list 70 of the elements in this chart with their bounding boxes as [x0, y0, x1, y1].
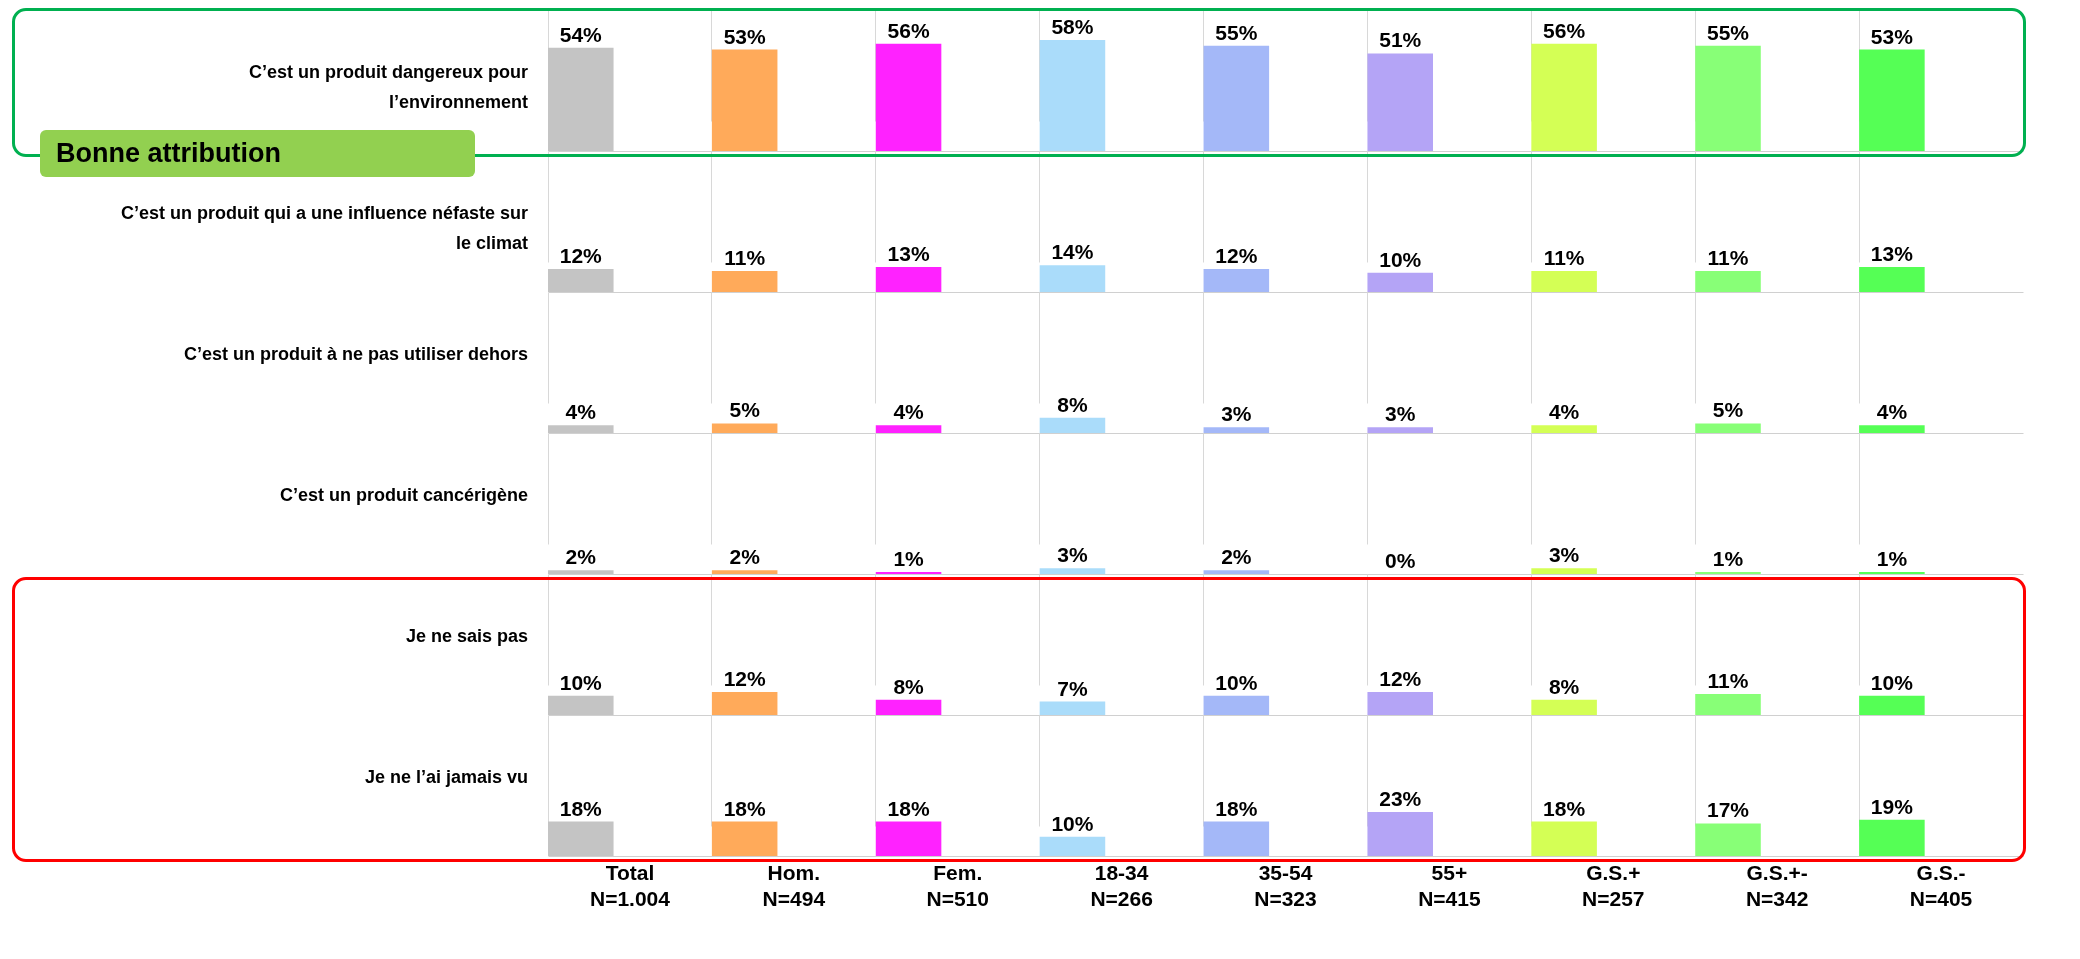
data-label: 23%	[1379, 786, 1422, 810]
data-label: 55%	[1215, 20, 1258, 44]
data-label: 12%	[723, 667, 767, 691]
data-label: 19%	[1870, 794, 1914, 818]
y-axis-title: C’est un produit à ne pas utiliser dehors	[183, 344, 528, 365]
x-tick-label: Hom. N=494	[762, 860, 826, 910]
data-label: 18%	[1215, 796, 1258, 820]
data-label: 13%	[887, 242, 930, 266]
y-axis-title: Je ne sais pas	[405, 626, 528, 647]
data-label: 3%	[1548, 543, 1580, 567]
data-label: 11%	[1707, 668, 1749, 692]
x-tick-label: G.S.- N=405	[1909, 860, 1973, 910]
data-label: 53%	[1870, 24, 1914, 48]
data-label: 12%	[559, 244, 603, 268]
x-tick-label: Total N=1.004	[589, 860, 671, 910]
y-axis-title: C’est un produit dangereux pour l’environnement	[248, 62, 528, 113]
data-label: 5%	[729, 398, 761, 422]
data-label: 18%	[1543, 796, 1586, 820]
data-label: 2%	[565, 545, 597, 569]
data-label: 13%	[1870, 242, 1914, 266]
data-label: 4%	[893, 400, 925, 424]
data-label: 11%	[1707, 245, 1749, 269]
x-tick-label: 35-54 N=323	[1254, 860, 1317, 910]
x-tick-label: G.S.+ N=257	[1582, 860, 1645, 910]
x-tick-label: 55+ N=415	[1418, 860, 1481, 910]
y-axis-title: Je ne l’ai jamais vu	[364, 767, 528, 788]
y-axis-title: C’est un produit cancérigène	[279, 485, 528, 506]
data-label: 18%	[559, 796, 603, 820]
data-label: 10%	[1870, 670, 1914, 694]
text: Bonne attribution	[40, 130, 475, 177]
data-label: 4%	[1548, 400, 1580, 424]
data-label: 8%	[1057, 392, 1088, 416]
data-label: 0%	[1385, 549, 1416, 572]
data-label: 53%	[723, 24, 767, 48]
data-label: 51%	[1379, 28, 1422, 52]
data-label: 3%	[1221, 402, 1252, 426]
data-label: 1%	[1876, 547, 1908, 571]
data-label: 11%	[724, 245, 766, 269]
data-label: 10%	[559, 670, 603, 694]
data-label: 14%	[1051, 240, 1094, 264]
data-label: 10%	[1379, 247, 1422, 271]
data-label: 5%	[1712, 398, 1744, 422]
x-tick-label: G.S.+- N=342	[1745, 860, 1809, 910]
data-label: 55%	[1706, 20, 1750, 44]
data-label: 7%	[1057, 676, 1088, 700]
data-label: 12%	[1379, 667, 1422, 691]
data-label: 17%	[1706, 798, 1750, 822]
data-label: 18%	[723, 796, 767, 820]
data-label: 18%	[887, 796, 930, 820]
data-label: 10%	[1215, 670, 1258, 694]
data-label: 2%	[729, 545, 761, 569]
data-label: 4%	[1876, 400, 1908, 424]
x-tick-label: 18-34 N=266	[1090, 860, 1153, 910]
data-label: 12%	[1215, 244, 1258, 268]
data-label: 11%	[1543, 245, 1585, 269]
data-label: 2%	[1221, 545, 1252, 569]
data-label: 56%	[1543, 18, 1586, 42]
data-label: 8%	[893, 674, 925, 698]
data-label: 1%	[893, 547, 925, 571]
data-label: 3%	[1057, 543, 1088, 567]
x-tick-label: Fem. N=510	[926, 860, 989, 910]
data-label: 10%	[1051, 811, 1094, 835]
data-label: 8%	[1548, 674, 1580, 698]
data-label: 54%	[559, 22, 603, 46]
data-label: 3%	[1385, 402, 1416, 426]
data-label: 56%	[887, 18, 930, 42]
data-label: 4%	[565, 400, 597, 424]
y-axis-title: C’est un produit qui a une influence néfaste sur le climat	[120, 203, 528, 254]
data-label: 58%	[1051, 15, 1094, 38]
data-label: 1%	[1712, 547, 1744, 571]
